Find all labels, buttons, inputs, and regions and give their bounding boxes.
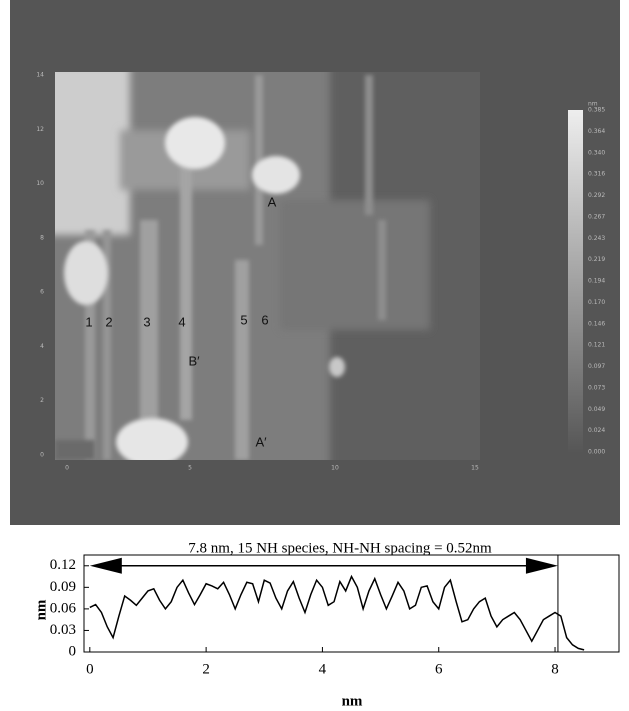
feature-label: A xyxy=(268,194,277,209)
stm-panel: A A′ B′ 1 2 3 4 5 6 nm xyxy=(10,0,620,525)
image-y-label: 10 xyxy=(36,180,44,187)
feature-label: 6 xyxy=(261,312,268,327)
x-tick-label: 6 xyxy=(435,661,443,677)
stm-ticks: 0 5 10 15141210864200.3850.3640.3400.3160.2… xyxy=(36,72,605,472)
colorbar-label: 0.121 xyxy=(588,342,605,349)
plot-frame xyxy=(83,554,620,653)
colorbar-label: 0.316 xyxy=(588,171,605,178)
y-tick-label: 0.12 xyxy=(50,557,76,573)
colorbar-label: 0.049 xyxy=(588,406,605,413)
feature-label: B′ xyxy=(188,353,200,368)
profile-line xyxy=(89,574,585,651)
colorbar-label: 0.243 xyxy=(588,235,605,242)
profile-chart: 7.8 nm, 15 NH species, NH-NH spacing = 0… xyxy=(33,540,620,709)
feature-label: A′ xyxy=(255,434,267,449)
y-tick-label: 0.09 xyxy=(50,579,76,595)
x-tick-label: 0 xyxy=(86,661,94,677)
image-y-label: 14 xyxy=(36,72,44,79)
colorbar-label: 0.385 xyxy=(588,107,605,114)
colorbar-label: 0.340 xyxy=(588,149,605,156)
y-axis-label: nm xyxy=(33,599,49,620)
feature-label: 4 xyxy=(178,314,185,329)
colorbar-label: 0.000 xyxy=(588,449,605,456)
image-x-label: 5 xyxy=(188,465,192,472)
colorbar-label: 0.073 xyxy=(588,384,605,391)
feature-label: 1 xyxy=(85,314,92,329)
y-tick-label: 0.06 xyxy=(50,600,77,616)
image-y-label: 2 xyxy=(40,397,44,404)
colorbar-label: 0.097 xyxy=(588,363,605,370)
colorbar xyxy=(568,110,583,452)
colorbar-label: 0.292 xyxy=(588,192,605,199)
image-x-label: 15 xyxy=(471,465,479,472)
y-tick-label: 0.03 xyxy=(50,622,76,638)
x-tick-label: 2 xyxy=(202,661,210,677)
arrow-head xyxy=(89,557,122,574)
image-x-label: 10 xyxy=(331,465,339,472)
y-tick-label: 0 xyxy=(69,643,77,659)
colorbar-label: 0.146 xyxy=(588,320,605,327)
image-y-label: 6 xyxy=(40,289,44,296)
image-y-label: 0 xyxy=(40,452,44,459)
colorbar-label: 0.194 xyxy=(588,278,605,285)
x-axis-label: nm xyxy=(342,693,363,709)
image-x-label: 0 xyxy=(65,465,69,472)
colorbar-label: 0.170 xyxy=(588,299,605,306)
colorbar-label: 0.024 xyxy=(588,427,605,434)
image-y-label: 4 xyxy=(40,343,44,350)
colorbar-label: 0.364 xyxy=(588,128,605,135)
feature-label: 2 xyxy=(105,314,112,329)
feature-label: 5 xyxy=(240,312,247,327)
x-tick-label: 8 xyxy=(551,661,559,677)
feature-label: 3 xyxy=(143,314,150,329)
x-tick-label: 4 xyxy=(319,661,327,677)
arrow-head xyxy=(525,557,558,574)
image-y-label: 12 xyxy=(36,126,44,133)
annotation: 7.8 nm, 15 NH species, NH-NH spacing = 0… xyxy=(188,540,492,556)
image-y-label: 8 xyxy=(40,234,44,241)
colorbar-label: 0.219 xyxy=(588,256,605,263)
colorbar-unit: nm xyxy=(588,101,598,108)
colorbar-label: 0.267 xyxy=(588,213,605,220)
